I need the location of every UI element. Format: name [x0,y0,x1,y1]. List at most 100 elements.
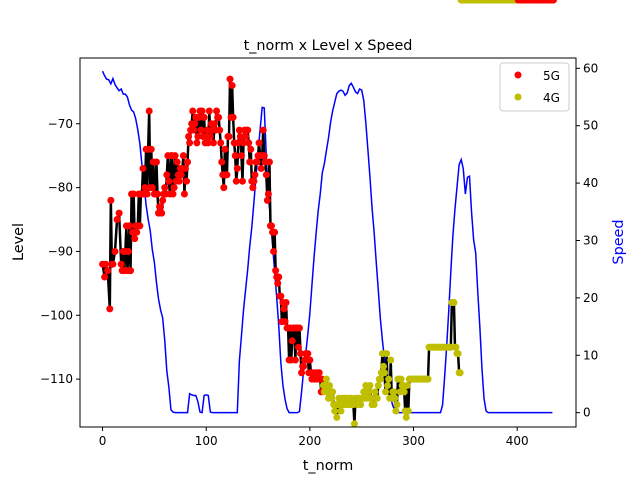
y-tick-label: −70 [48,117,73,131]
x-tick-label: 400 [506,434,529,448]
y2-tick-label: 20 [583,291,598,305]
level-point-5g [251,171,259,179]
level-point-5g [205,107,213,115]
level-point-4g [456,369,464,377]
level-point-4g [384,382,392,389]
x-tick-label: 0 [99,434,107,448]
level-point-5g [186,139,194,147]
level-point-5g [131,235,139,243]
level-point-5g [277,292,285,300]
level-point-5g [259,126,267,134]
level-point-5g [159,196,167,204]
level-point-5g [143,190,151,198]
level-point-5g [115,209,123,217]
level-point-5g [295,324,303,332]
y2-axis-ticks: 0 10 20 30 40 50 60 [576,61,598,420]
x-tick-label: 100 [195,434,218,448]
y2-axis-label: Speed [611,219,627,264]
level-point-5g [211,120,218,128]
level-point-5g [153,190,161,198]
level-point-5g [183,177,191,185]
level-point-5g [244,126,252,134]
level-point-5g [264,190,272,198]
level-point-4g [367,394,375,402]
level-point-5g [306,356,314,364]
level-point-4g [366,382,374,389]
level-point-5g [145,107,153,115]
level-point-4g [376,375,384,383]
level-point-5g [206,133,214,141]
level-point-5g [130,190,138,198]
y2-tick-label: 50 [583,119,598,133]
level-point-5g [275,273,283,281]
level-point-5g [304,350,312,358]
level-point-4g [382,388,390,396]
level-point-5g [101,273,109,281]
level-point-4g [393,401,401,409]
level-point-5g [111,247,119,255]
level-point-4g [329,388,337,396]
level-point-5g [247,145,255,153]
level-point-5g [209,139,217,147]
level-point-5g [291,356,299,364]
level-point-5g [272,267,280,275]
level-point-5g [297,350,305,358]
x-tick-label: 300 [402,434,425,448]
level-point-5g [113,216,121,224]
level-point-5g [218,158,226,166]
level-point-5g [190,126,198,134]
level-point-5g [265,158,273,166]
level-point-5g [181,164,189,172]
level-point-5g [171,152,179,160]
level-point-4g [370,401,378,409]
level-point-5g [213,107,221,115]
level-point-4g [365,388,373,396]
level-point-4g [390,388,398,396]
legend: 5G 4G [499,62,570,112]
level-point-5g [158,209,166,217]
level-point-4g [452,343,460,351]
level-point-5g [215,113,223,121]
level-point-5g [294,343,302,351]
level-point-5g [133,228,141,236]
level-point-4g [374,382,382,389]
x-axis-label: t_norm [303,458,353,474]
legend-5g-label: 5G [543,69,560,83]
level-point-5g [109,260,117,268]
level-point-4g [404,407,412,415]
y2-tick-label: 40 [583,176,598,190]
level-point-5g [147,145,155,153]
level-point-5g [234,139,242,147]
level-point-4g [454,350,462,358]
plot-area [99,0,557,428]
legend-4g-marker [514,93,522,101]
level-point-4g [337,407,345,415]
level-point-5g [300,362,308,370]
level-point-5g [232,177,240,185]
level-point-5g [238,177,246,185]
level-point-5g [161,184,169,192]
level-point-4g [350,420,358,428]
level-point-4g [373,394,381,402]
level-point-5g [231,152,239,160]
level-point-4g [326,382,334,389]
level-point-5g [217,139,225,147]
plot-frame [79,57,577,428]
level-point-5g [229,113,237,121]
x-tick-label: 200 [298,434,321,448]
level-point-5g [242,133,250,141]
level-point-5g [315,369,323,377]
level-point-4g [328,394,336,402]
level-point-5g [195,113,203,121]
level-point-5g [177,171,185,179]
level-point-4g [387,356,395,364]
level-point-5g [235,126,243,134]
level-point-5g [270,247,278,255]
level-point-4g [385,375,393,383]
level-point-5g [223,171,231,179]
level-point-4g [450,299,458,307]
y2-tick-label: 0 [583,406,591,420]
chart-title: t_norm x Level x Speed [244,38,413,54]
level-point-5g [246,158,254,166]
